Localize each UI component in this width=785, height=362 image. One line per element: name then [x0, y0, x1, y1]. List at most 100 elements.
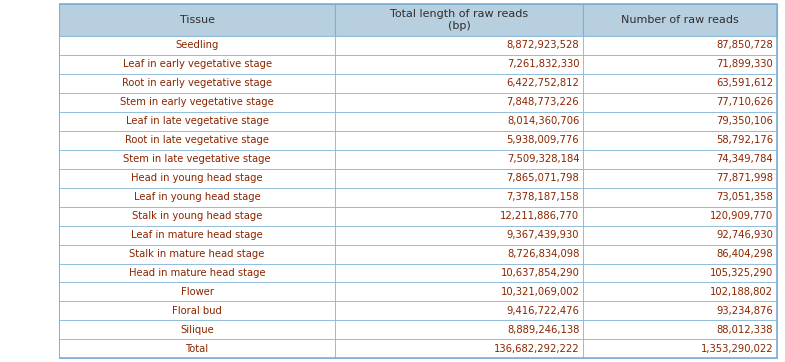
Text: 79,350,106: 79,350,106	[717, 116, 773, 126]
Bar	[335, 131, 583, 150]
Text: 10,637,854,290: 10,637,854,290	[500, 268, 579, 278]
Text: Total: Total	[185, 344, 209, 354]
Text: Seedling: Seedling	[176, 40, 219, 50]
Text: 63,591,612: 63,591,612	[716, 78, 773, 88]
Text: 77,710,626: 77,710,626	[716, 97, 773, 107]
Bar	[583, 169, 777, 188]
Text: 7,378,187,158: 7,378,187,158	[506, 192, 579, 202]
Bar	[583, 112, 777, 131]
Bar	[59, 112, 335, 131]
Text: Head in young head stage: Head in young head stage	[131, 173, 263, 183]
Text: 105,325,290: 105,325,290	[710, 268, 773, 278]
Bar	[583, 131, 777, 150]
Text: 9,367,439,930: 9,367,439,930	[507, 230, 579, 240]
Text: 6,422,752,812: 6,422,752,812	[506, 78, 579, 88]
Bar	[59, 207, 335, 226]
Bar	[583, 150, 777, 169]
Bar	[335, 188, 583, 207]
Text: 120,909,770: 120,909,770	[710, 211, 773, 221]
Text: Silique: Silique	[181, 325, 214, 335]
Bar	[335, 245, 583, 264]
Bar	[59, 302, 335, 320]
Text: Root in late vegetative stage: Root in late vegetative stage	[125, 135, 269, 145]
Text: Stalk in mature head stage: Stalk in mature head stage	[130, 249, 265, 259]
Text: 58,792,176: 58,792,176	[716, 135, 773, 145]
Bar	[59, 93, 335, 112]
Bar	[59, 169, 335, 188]
Text: 74,349,784: 74,349,784	[717, 154, 773, 164]
Text: 87,850,728: 87,850,728	[717, 40, 773, 50]
Text: Flower: Flower	[181, 287, 214, 297]
Text: 7,261,832,330: 7,261,832,330	[507, 59, 579, 70]
Bar	[583, 340, 777, 358]
Text: Head in mature head stage: Head in mature head stage	[129, 268, 265, 278]
Text: Root in early vegetative stage: Root in early vegetative stage	[122, 78, 272, 88]
Text: Leaf in mature head stage: Leaf in mature head stage	[131, 230, 263, 240]
Text: 8,014,360,706: 8,014,360,706	[507, 116, 579, 126]
Bar	[335, 74, 583, 93]
Bar	[583, 264, 777, 282]
Text: 12,211,886,770: 12,211,886,770	[500, 211, 579, 221]
Bar	[59, 320, 335, 340]
Text: Tissue: Tissue	[180, 15, 214, 25]
Bar	[335, 226, 583, 245]
Bar	[59, 264, 335, 282]
Text: 5,938,009,776: 5,938,009,776	[506, 135, 579, 145]
Text: 9,416,722,476: 9,416,722,476	[506, 306, 579, 316]
Bar	[59, 74, 335, 93]
Bar	[59, 4, 335, 36]
Bar	[59, 131, 335, 150]
Text: 88,012,338: 88,012,338	[717, 325, 773, 335]
Bar	[335, 36, 583, 55]
Text: 73,051,358: 73,051,358	[717, 192, 773, 202]
Text: 102,188,802: 102,188,802	[710, 287, 773, 297]
Text: Stem in late vegetative stage: Stem in late vegetative stage	[123, 154, 271, 164]
Text: Stalk in young head stage: Stalk in young head stage	[132, 211, 262, 221]
Text: 136,682,292,222: 136,682,292,222	[494, 344, 579, 354]
Bar	[583, 93, 777, 112]
Text: 8,872,923,528: 8,872,923,528	[506, 40, 579, 50]
Text: 8,726,834,098: 8,726,834,098	[507, 249, 579, 259]
Text: Leaf in early vegetative stage: Leaf in early vegetative stage	[122, 59, 272, 70]
Bar	[59, 150, 335, 169]
Bar	[335, 302, 583, 320]
Bar	[335, 4, 583, 36]
Bar	[335, 264, 583, 282]
Bar	[583, 4, 777, 36]
Bar	[583, 36, 777, 55]
Bar	[335, 320, 583, 340]
Bar	[335, 340, 583, 358]
Bar	[59, 245, 335, 264]
Bar	[583, 282, 777, 302]
Bar	[335, 150, 583, 169]
Text: 10,321,069,002: 10,321,069,002	[500, 287, 579, 297]
Text: Floral bud: Floral bud	[172, 306, 222, 316]
Text: 77,871,998: 77,871,998	[716, 173, 773, 183]
Text: Number of raw reads: Number of raw reads	[621, 15, 739, 25]
Bar	[583, 245, 777, 264]
Bar	[59, 55, 335, 74]
Text: 93,234,876: 93,234,876	[717, 306, 773, 316]
Bar	[59, 340, 335, 358]
Text: 7,865,071,798: 7,865,071,798	[506, 173, 579, 183]
Text: 71,899,330: 71,899,330	[717, 59, 773, 70]
Text: 7,848,773,226: 7,848,773,226	[506, 97, 579, 107]
Bar	[59, 188, 335, 207]
Bar	[583, 226, 777, 245]
Bar	[583, 74, 777, 93]
Text: Total length of raw reads
(bp): Total length of raw reads (bp)	[390, 9, 528, 30]
Bar	[59, 282, 335, 302]
Bar	[59, 36, 335, 55]
Text: 92,746,930: 92,746,930	[717, 230, 773, 240]
Text: Leaf in late vegetative stage: Leaf in late vegetative stage	[126, 116, 268, 126]
Bar	[583, 188, 777, 207]
Bar	[335, 169, 583, 188]
Text: 8,889,246,138: 8,889,246,138	[507, 325, 579, 335]
Text: Leaf in young head stage: Leaf in young head stage	[133, 192, 261, 202]
Bar	[335, 282, 583, 302]
Bar	[583, 320, 777, 340]
Bar	[335, 55, 583, 74]
Text: 86,404,298: 86,404,298	[717, 249, 773, 259]
Bar	[583, 207, 777, 226]
Text: Stem in early vegetative stage: Stem in early vegetative stage	[120, 97, 274, 107]
